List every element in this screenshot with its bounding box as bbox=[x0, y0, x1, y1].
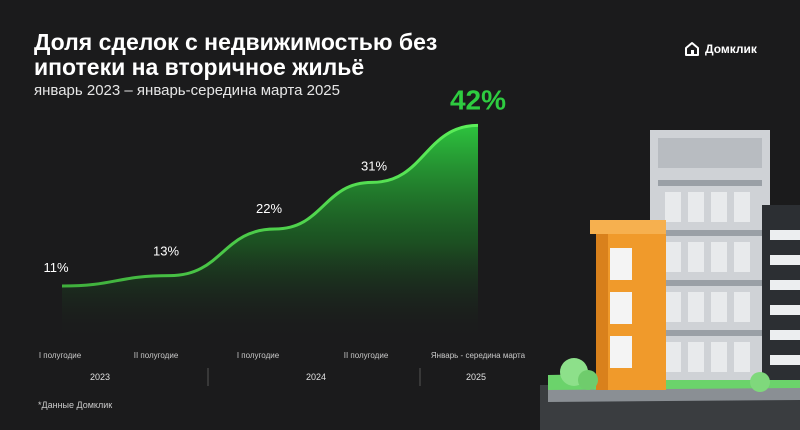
x-tick-label: Январь - середина марта bbox=[431, 351, 526, 360]
brand-name: Домклик bbox=[705, 42, 757, 56]
page-title: Доля сделок с недвижимостью без ипотеки … bbox=[34, 29, 438, 80]
brand-logo: Домклик bbox=[684, 41, 757, 57]
building-illustration bbox=[540, 130, 800, 430]
footnote: *Данные Домклик bbox=[38, 400, 113, 410]
data-label: 22% bbox=[256, 201, 282, 216]
series-line bbox=[61, 123, 479, 288]
x-tick-label: II полугодие bbox=[134, 351, 179, 360]
x-tick-label: II полугодие bbox=[344, 351, 389, 360]
page-subtitle: январь 2023 – январь-середина марта 2025 bbox=[34, 82, 340, 99]
data-label: 11% bbox=[43, 260, 68, 275]
data-label: 13% bbox=[153, 244, 179, 259]
data-label: 42% bbox=[450, 84, 506, 115]
x-tick-label: I полугодие bbox=[39, 351, 82, 360]
series-area bbox=[62, 125, 478, 340]
x-group-label: 2025 bbox=[466, 372, 486, 382]
house-icon bbox=[685, 42, 699, 56]
x-group-label: 2024 bbox=[306, 372, 326, 382]
x-group-label: 2023 bbox=[90, 372, 110, 382]
data-label: 31% bbox=[361, 158, 387, 173]
x-tick-label: I полугодие bbox=[237, 351, 280, 360]
